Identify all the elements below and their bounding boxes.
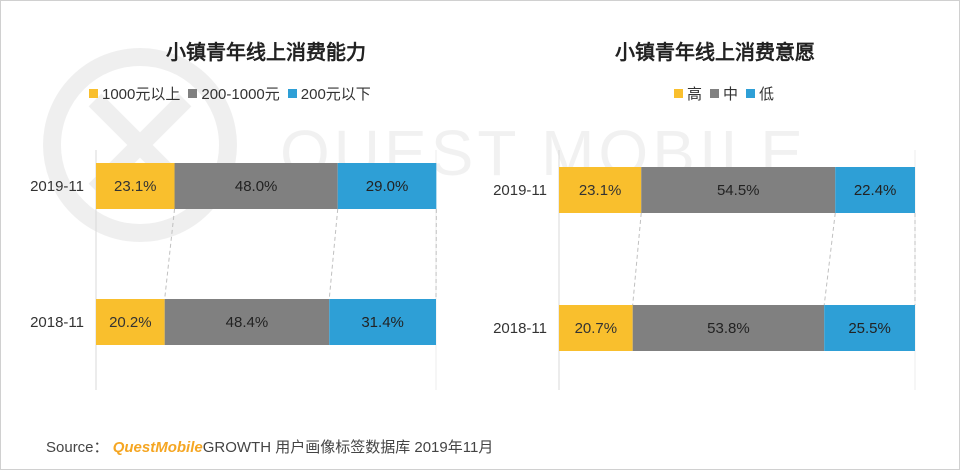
legend-label: 中 [723,86,739,103]
bar-segment [559,305,633,351]
bar-segment [164,299,330,345]
data-label: 23.1% [579,182,622,199]
legend-swatch [287,89,297,98]
data-label: 29.0% [366,178,409,195]
legend-label: 200元以下 [300,86,371,103]
source-line: Source： QuestMobileGROWTH 用户画像标签数据库 2019… [46,436,493,457]
data-label: 31.4% [361,314,404,331]
legend-swatch [89,89,98,98]
category-label: 2019-11 [493,182,547,199]
data-label: 54.5% [717,182,760,199]
category-label: 2018-11 [30,314,84,331]
legend-item: 200元以下 [287,83,371,104]
category-label: 2018-11 [493,320,547,337]
legend-item: 中 [710,83,738,104]
bar-segment [329,299,436,345]
data-label: 48.0% [235,178,278,195]
chart-2-title: 小镇青年线上消费意愿 [615,42,815,64]
data-label: 22.4% [854,182,897,199]
legend-label: 200-1000元 [201,86,280,103]
data-label: 20.2% [109,314,152,331]
connector-line [164,208,176,300]
bar-segment [824,305,915,351]
bar-segment [337,163,437,209]
chart-2-legend: 高 中 低 [674,83,782,104]
connector-line [328,208,339,300]
legend-label: 低 [759,86,775,103]
legend-swatch [188,89,198,98]
bar-segment [559,167,642,213]
source-suffix: GROWTH 用户画像标签数据库 2019年11月 [202,439,494,456]
chart-1-legend: 1000元以上 200-1000元 200元以下 [89,83,379,104]
legend-swatch [674,89,683,98]
bar-segment [632,305,825,351]
bar-segment [641,167,836,213]
connector-line [823,212,836,306]
data-label: 20.7% [575,320,618,337]
connector-line [632,212,642,306]
data-label: 48.4% [226,314,269,331]
data-label: 23.1% [114,178,157,195]
chart-1-title: 小镇青年线上消费能力 [166,42,366,64]
legend-swatch [746,89,756,98]
legend-item: 200-1000元 [188,83,280,104]
source-prefix: Source： [46,439,109,456]
legend-item: 低 [746,83,774,104]
source-brand: QuestMobile [112,439,203,456]
bar-segment [835,167,915,213]
legend-swatch [710,89,720,98]
data-label: 25.5% [848,320,891,337]
legend-label: 高 [687,86,703,103]
legend-item: 高 [674,83,702,104]
bar-segment [96,299,165,345]
bar-segment [174,163,338,209]
category-label: 2019-11 [30,178,84,195]
legend-item: 1000元以上 [89,83,180,104]
bar-segment [96,163,175,209]
legend-label: 1000元以上 [102,86,181,103]
data-label: 53.8% [707,320,750,337]
